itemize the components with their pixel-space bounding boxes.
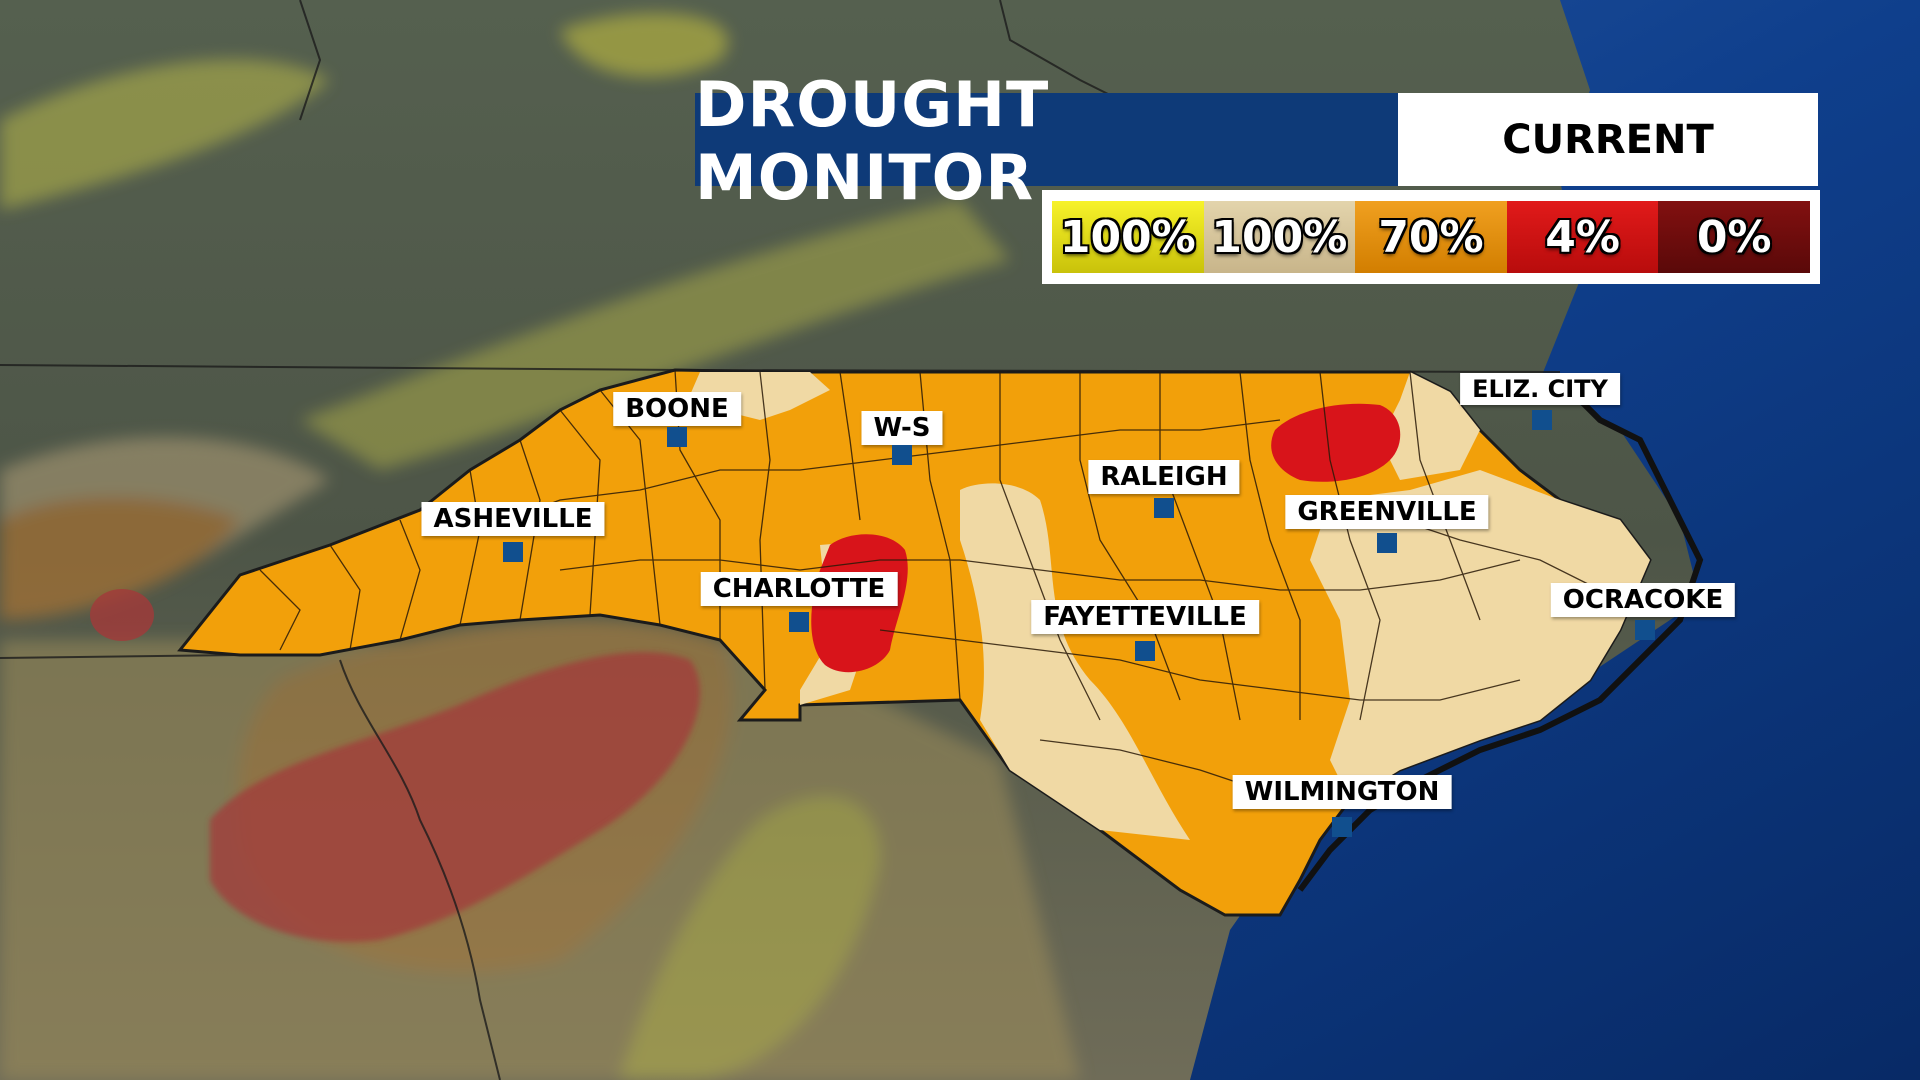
city-label-charlotte: CHARLOTTE [700,572,898,606]
city-marker-raleigh [1154,498,1174,518]
map-title: DROUGHT MONITOR [695,68,1398,214]
tn-red-spot [90,589,154,641]
legend-moderate: 100% [1203,201,1356,273]
extreme-drought-northeast [1271,403,1401,482]
city-label-boone: BOONE [613,392,741,426]
city-marker-asheville [503,542,523,562]
city-marker-winston-salem [892,445,912,465]
legend-exceptional: 0% [1658,201,1810,273]
map-subtitle: CURRENT [1398,93,1818,186]
sc-red-area [210,652,700,942]
legend-extreme: 4% [1506,201,1659,273]
city-marker-greenville [1377,533,1397,553]
city-label-asheville: ASHEVILLE [421,502,605,536]
city-label-greenville: GREENVILLE [1285,495,1489,529]
city-label-ocracoke: OCRACOKE [1550,583,1736,617]
city-label-wilmington: WILMINGTON [1232,775,1452,809]
city-marker-fayetteville [1135,641,1155,661]
city-marker-ocracoke [1635,620,1655,640]
city-marker-boone [667,427,687,447]
city-label-raleigh: RALEIGH [1088,460,1240,494]
drought-legend: 100% 100% 70% 4% 0% [1042,190,1820,284]
city-label-elizabeth-city: ELIZ. CITY [1460,373,1620,405]
city-marker-elizabeth-city [1532,410,1552,430]
city-marker-wilmington [1332,817,1352,837]
header: DROUGHT MONITOR CURRENT [695,68,1818,214]
legend-severe: 70% [1355,201,1507,273]
legend-abnormally-dry: 100% [1052,201,1204,273]
city-marker-charlotte [789,612,809,632]
city-label-winston-salem: W-S [861,411,943,445]
city-label-fayetteville: FAYETTEVILLE [1031,600,1259,634]
